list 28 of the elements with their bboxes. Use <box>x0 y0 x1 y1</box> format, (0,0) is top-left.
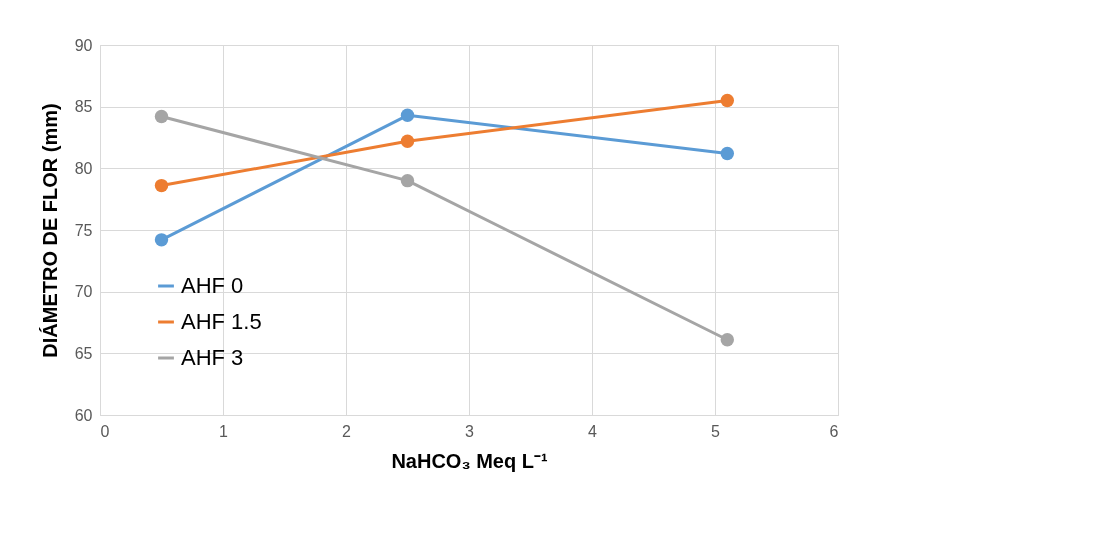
point <box>154 233 169 247</box>
legend-label: AHF 3 <box>181 345 244 370</box>
point <box>400 173 415 188</box>
x-tick-label: 6 <box>829 422 839 440</box>
point <box>400 134 415 148</box>
x-tick-label: 0 <box>100 422 110 440</box>
point <box>400 108 415 122</box>
x-tick-label: 4 <box>588 422 598 440</box>
y-axis-title: DIÁMETRO DE FLOR (mm) <box>38 103 61 358</box>
y-tick-label: 85 <box>74 98 93 116</box>
y-tick-label: 65 <box>74 344 93 362</box>
point <box>720 333 735 347</box>
y-tick-label: 75 <box>74 221 93 239</box>
x-tick-label: 3 <box>465 422 475 440</box>
point <box>720 146 735 161</box>
x-axis-title: NaHCO₃ Meq L⁻¹ <box>391 449 548 472</box>
y-tick-label: 70 <box>74 283 93 301</box>
x-tick-label: 5 <box>711 422 721 440</box>
point <box>154 109 169 124</box>
legend-label: AHF 1.5 <box>181 309 262 334</box>
x-tick-label: 2 <box>342 422 352 440</box>
x-tick-label: 1 <box>219 422 229 440</box>
point <box>720 93 735 108</box>
y-tick-label: 80 <box>74 159 93 177</box>
legend-label: AHF 0 <box>181 273 244 298</box>
y-tick-label: 90 <box>74 36 93 54</box>
point <box>154 178 169 193</box>
y-tick-label: 60 <box>74 406 93 424</box>
